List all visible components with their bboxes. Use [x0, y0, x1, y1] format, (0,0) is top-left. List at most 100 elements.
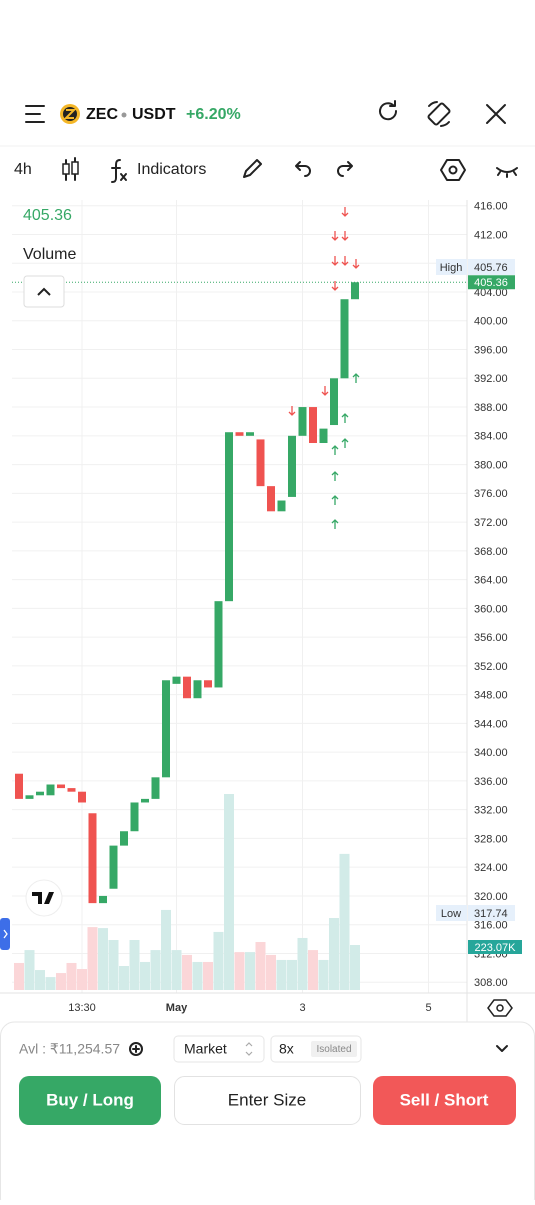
low-value: 317.74	[474, 908, 508, 920]
volume-bar	[119, 966, 129, 990]
signal-arrow	[331, 256, 339, 266]
chart-settings[interactable]	[487, 999, 513, 1017]
volume-bar	[297, 937, 308, 990]
volume-bar	[234, 952, 245, 990]
volume-bar	[129, 939, 140, 990]
volume-bar	[213, 931, 224, 990]
high-value: 405.76	[474, 262, 508, 274]
volume-bar	[35, 970, 45, 990]
side-tab[interactable]	[0, 918, 10, 950]
high-tag	[436, 259, 467, 275]
high-tag-label: High	[440, 262, 463, 274]
collapse-button[interactable]	[23, 275, 65, 308]
y-tick-label: 404.00	[474, 287, 508, 299]
signal-arrow	[341, 413, 349, 423]
y-tick-label: 368.00	[474, 546, 508, 558]
signal-arrow	[331, 281, 339, 291]
x-tick-label: 13:30	[68, 1002, 96, 1014]
volume-bar	[255, 942, 266, 990]
y-tick-label: 320.00	[474, 891, 508, 903]
fx-icon[interactable]	[111, 159, 127, 183]
indicators-button[interactable]: Indicators	[137, 161, 206, 178]
legend-volume: Volume	[23, 246, 76, 263]
signal-arrow	[341, 231, 349, 241]
x-tick-label: 5	[425, 1002, 431, 1014]
volume-bar	[287, 959, 297, 990]
y-tick-label: 344.00	[474, 718, 508, 730]
y-tick-label: 416.00	[474, 201, 508, 213]
candle-body	[15, 773, 23, 799]
volume-bar	[45, 977, 56, 990]
volume-bar	[77, 969, 87, 990]
symbol[interactable]: ZEC	[86, 106, 118, 123]
y-tick-label: 384.00	[474, 431, 508, 443]
volume-bar	[140, 961, 150, 990]
leverage[interactable]: 8x	[279, 1041, 294, 1057]
redo-button[interactable]	[337, 161, 353, 177]
signal-arrow	[321, 386, 329, 396]
sell-label[interactable]: Sell / Short	[400, 1090, 489, 1109]
high-value-box	[468, 259, 515, 275]
signal-arrow	[288, 406, 296, 416]
buy-label[interactable]: Buy / Long	[46, 1090, 134, 1109]
candle-body	[319, 428, 328, 444]
y-tick-label: 308.00	[474, 977, 508, 989]
interval[interactable]: 4h	[14, 161, 32, 178]
candle-body	[235, 432, 244, 436]
separator-dot	[121, 112, 127, 118]
close-button[interactable]	[486, 104, 506, 124]
y-tick-label: 396.00	[474, 344, 508, 356]
candle-body	[25, 795, 34, 799]
y-tick-label: 400.00	[474, 316, 508, 328]
low-tag	[436, 905, 467, 921]
volume-bar	[87, 927, 98, 990]
signal-arrow	[341, 438, 349, 448]
chart: 416.00412.00408.00404.00400.00396.00392.…	[0, 200, 535, 1022]
volume-bar	[171, 950, 182, 990]
signal-arrow	[331, 519, 339, 529]
y-tick-label: 328.00	[474, 833, 508, 845]
select-arrows	[245, 1042, 253, 1056]
sell-button[interactable]	[373, 1076, 516, 1125]
undo-button[interactable]	[295, 161, 311, 177]
candle-body	[36, 791, 44, 796]
volume-bar	[14, 962, 24, 990]
candle-body	[130, 802, 139, 832]
order-type-select[interactable]	[173, 1035, 265, 1063]
y-tick-label: 340.00	[474, 747, 508, 759]
expand-button[interactable]	[496, 1045, 508, 1052]
volume-bar	[203, 961, 213, 990]
volume-bar	[245, 952, 255, 990]
size-input[interactable]	[174, 1076, 361, 1125]
chart-type-button[interactable]	[62, 157, 79, 181]
volume-bar	[192, 961, 203, 990]
order-type[interactable]: Market	[184, 1041, 227, 1057]
x-tick-label: May	[166, 1002, 188, 1014]
menu-button[interactable]	[25, 105, 45, 123]
candle-body	[204, 680, 212, 688]
settings-button[interactable]	[440, 159, 466, 181]
hide-button[interactable]	[496, 167, 518, 178]
y-tick-label: 412.00	[474, 229, 508, 241]
rotate-button[interactable]	[427, 101, 451, 127]
volume-bar	[224, 794, 234, 990]
candle-body	[267, 486, 275, 512]
x-tick-label: 3	[299, 1002, 305, 1014]
change: +6.20%	[186, 106, 241, 123]
margin-mode[interactable]: Isolated	[316, 1044, 351, 1055]
add-funds-button[interactable]	[129, 1042, 143, 1056]
y-tick-label: 388.00	[474, 402, 508, 414]
low-value-box	[468, 905, 515, 921]
refresh-button[interactable]	[379, 100, 398, 121]
volume-value: 223.07K	[475, 942, 517, 954]
volume-bar	[66, 962, 77, 990]
draw-button[interactable]	[243, 159, 262, 178]
signal-arrow	[331, 445, 339, 455]
quote[interactable]: USDT	[132, 106, 176, 123]
candle-body	[151, 777, 160, 799]
size-placeholder[interactable]: Enter Size	[228, 1090, 306, 1109]
y-tick-label: 372.00	[474, 517, 508, 529]
buy-button[interactable]	[19, 1076, 161, 1125]
signal-arrow	[352, 373, 360, 383]
signal-arrow	[331, 471, 339, 481]
